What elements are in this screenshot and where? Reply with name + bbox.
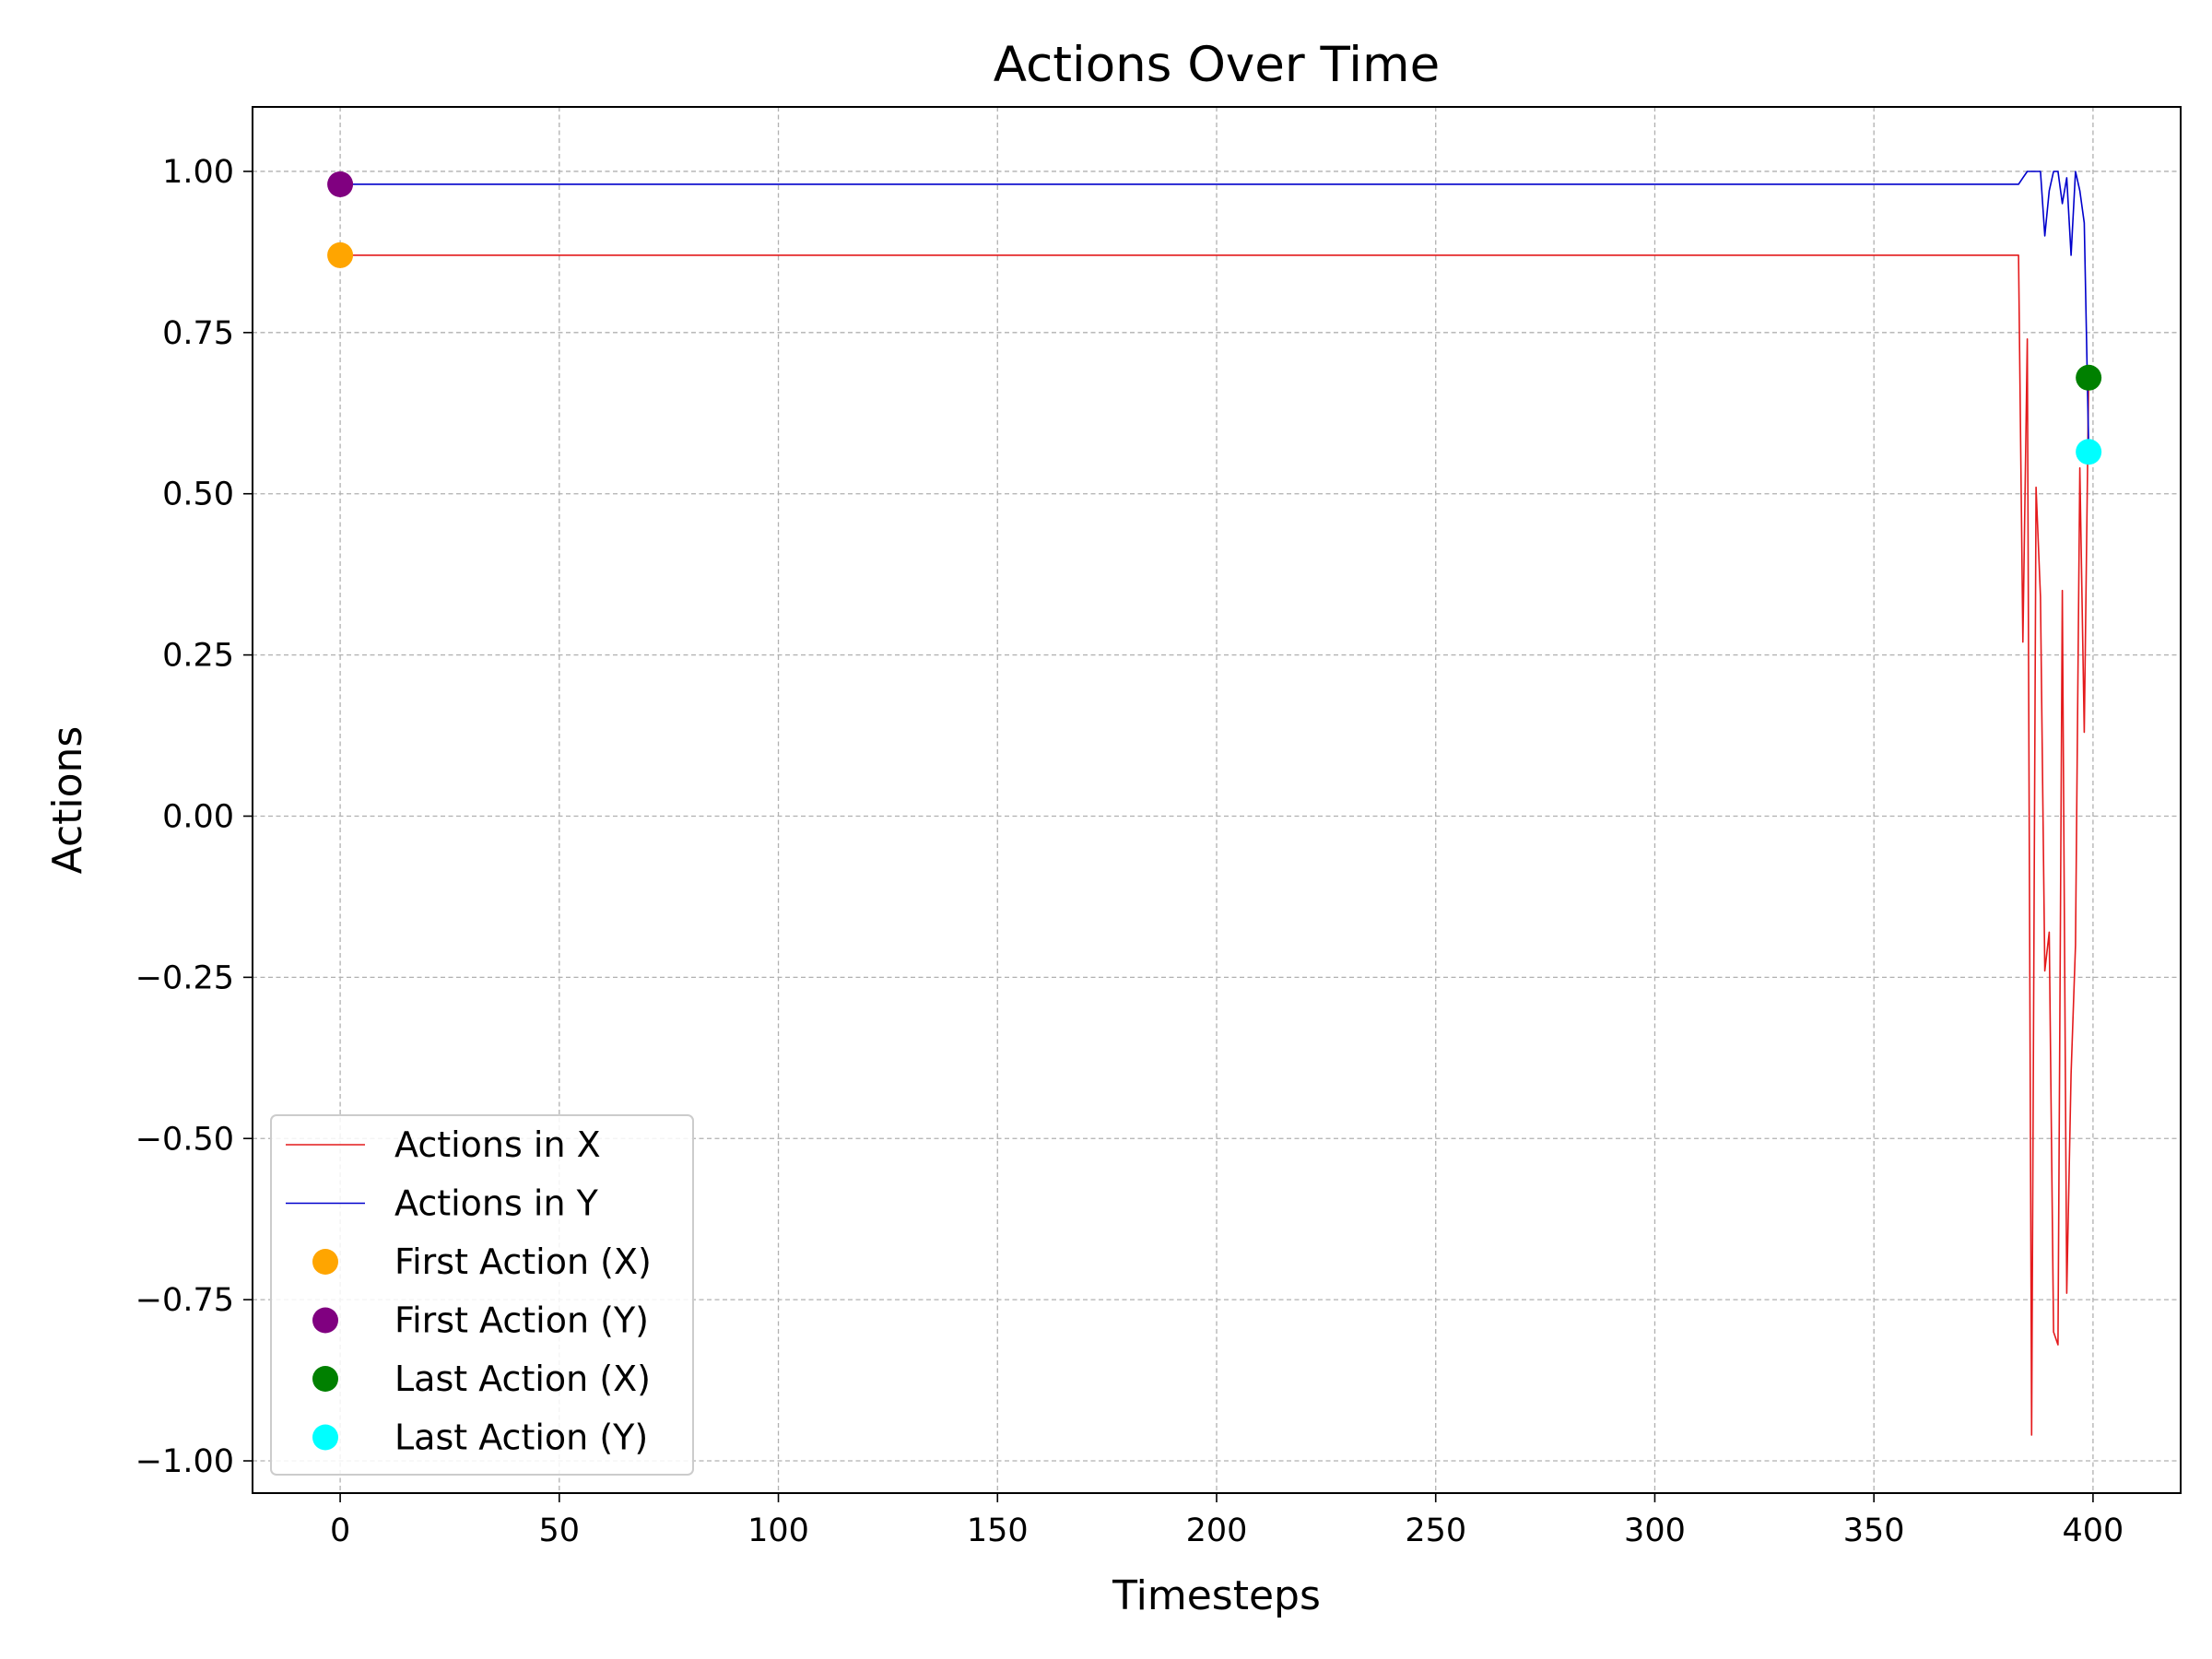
marker-last-action-x (2076, 364, 2102, 391)
series-line-actions-in-x (340, 254, 2089, 1436)
x-tick-label: 0 (330, 1512, 350, 1549)
legend-label-first-action-y: First Action (Y) (394, 1300, 649, 1341)
legend-label-last-action-x: Last Action (X) (394, 1359, 651, 1399)
series-line-actions-in-y (340, 171, 2089, 449)
grid (253, 107, 2181, 1493)
y-axis-ticks: 1.00 0.75 0.50 0.25 0.00 −0.25 −0.50 −0.75 −1.00 (135, 154, 253, 1480)
chart-title: Actions Over Time (994, 37, 1440, 93)
legend-swatch-last-action-x (312, 1366, 338, 1392)
marker-last-action-y (2076, 439, 2102, 465)
x-tick-label: 250 (1405, 1512, 1466, 1549)
y-tick-label: 1.00 (162, 154, 234, 191)
legend-label-last-action-y: Last Action (Y) (394, 1418, 648, 1458)
y-tick-label: −0.75 (135, 1282, 234, 1319)
marker-first-action-x (327, 241, 354, 268)
legend-entries: Actions in X Actions in Y First Action (X)… (286, 1124, 652, 1458)
x-tick-label: 350 (1843, 1512, 1905, 1549)
legend-label-actions-in-x: Actions in X (394, 1124, 601, 1165)
y-tick-label: 0.75 (162, 315, 234, 352)
legend-swatch-first-action-x (312, 1249, 338, 1275)
y-axis-title: Actions (44, 726, 91, 875)
x-tick-label: 150 (967, 1512, 1029, 1549)
x-axis-ticks: 0 50 100 150 200 250 300 350 400 (330, 1493, 2124, 1549)
x-tick-label: 100 (747, 1512, 809, 1549)
y-tick-label: 0.00 (162, 798, 234, 835)
marker-first-action-y (327, 171, 354, 197)
legend-box (270, 1114, 694, 1476)
x-tick-label: 400 (2063, 1512, 2124, 1549)
y-tick-label: 0.50 (162, 477, 234, 513)
y-tick-label: −1.00 (135, 1443, 234, 1480)
x-tick-label: 50 (539, 1512, 581, 1549)
x-tick-label: 300 (1624, 1512, 1686, 1549)
y-tick-label: −0.50 (135, 1121, 234, 1158)
plot-series (327, 171, 2102, 1436)
legend-label-first-action-x: First Action (X) (394, 1241, 652, 1282)
y-tick-label: 0.25 (162, 638, 234, 675)
legend-swatch-first-action-y (312, 1307, 338, 1334)
y-tick-label: −0.25 (135, 959, 234, 996)
legend: Actions in X Actions in Y First Action (X)… (270, 1114, 694, 1476)
legend-label-actions-in-y: Actions in Y (394, 1183, 599, 1224)
legend-swatch-last-action-y (312, 1424, 338, 1451)
x-axis-title: Timesteps (1112, 1572, 1321, 1619)
x-tick-label: 200 (1186, 1512, 1248, 1549)
